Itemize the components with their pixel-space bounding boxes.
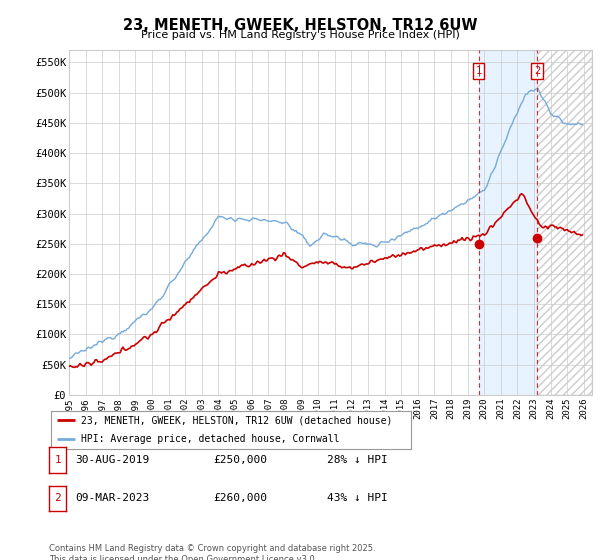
Text: 1: 1 [54,455,61,465]
Bar [537,50,592,395]
Bar [537,50,592,395]
Text: HPI: Average price, detached house, Cornwall: HPI: Average price, detached house, Corn… [80,434,339,444]
Text: 30-AUG-2019: 30-AUG-2019 [75,455,149,465]
Text: 1: 1 [476,66,482,76]
Text: 43% ↓ HPI: 43% ↓ HPI [327,493,388,503]
Text: 23, MENETH, GWEEK, HELSTON, TR12 6UW (detached house): 23, MENETH, GWEEK, HELSTON, TR12 6UW (de… [80,415,392,425]
Text: 2: 2 [534,66,540,76]
Bar [479,50,537,395]
Text: £260,000: £260,000 [213,493,267,503]
Text: £250,000: £250,000 [213,455,267,465]
Text: 2: 2 [54,493,61,503]
Text: 23, MENETH, GWEEK, HELSTON, TR12 6UW: 23, MENETH, GWEEK, HELSTON, TR12 6UW [123,18,477,33]
Text: 28% ↓ HPI: 28% ↓ HPI [327,455,388,465]
Text: 09-MAR-2023: 09-MAR-2023 [75,493,149,503]
Text: Price paid vs. HM Land Registry's House Price Index (HPI): Price paid vs. HM Land Registry's House … [140,30,460,40]
Text: Contains HM Land Registry data © Crown copyright and database right 2025.
This d: Contains HM Land Registry data © Crown c… [49,544,376,560]
